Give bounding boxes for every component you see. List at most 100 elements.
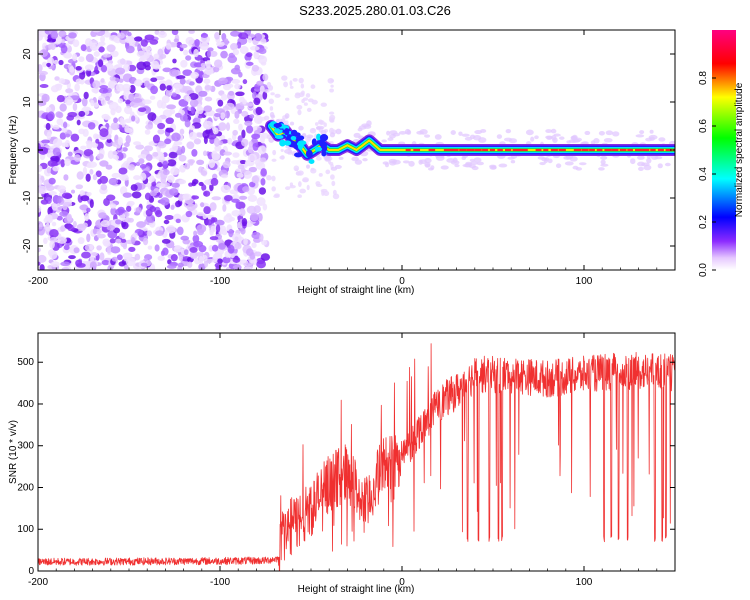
noise-blob [311, 99, 318, 105]
noise-blob [143, 80, 150, 88]
spectrogram-y-label: Frequency (Hz) [8, 116, 19, 185]
noise-blob [170, 204, 175, 210]
noise-blob [231, 198, 240, 203]
noise-blob [248, 181, 256, 188]
noise-blob [251, 64, 260, 72]
noise-blob [228, 228, 234, 238]
noise-blob [225, 122, 231, 132]
noise-blob [230, 67, 241, 75]
noise-blob [112, 150, 118, 155]
noise-blob [41, 93, 50, 103]
noise-blob [214, 145, 222, 152]
noise-blob [54, 76, 60, 81]
noise-blob [209, 202, 217, 212]
spectrogram-y-ticks: -20 -10 0 10 20 [22, 48, 675, 253]
noise-blob [165, 42, 172, 50]
noise-blob [165, 117, 174, 125]
noise-blob [115, 67, 126, 75]
noise-blob [67, 224, 75, 232]
ridge-onset-blob [311, 138, 317, 146]
noise-blob [251, 231, 262, 239]
noise-blob [214, 113, 221, 118]
noise-blob [238, 32, 249, 40]
noise-blob [41, 139, 50, 144]
noise-blob [241, 129, 246, 139]
noise-blob [174, 244, 182, 250]
noise-blob [198, 255, 204, 265]
noise-blob [144, 145, 154, 152]
noise-blob [302, 178, 309, 183]
spectrogram-y-tick-label: 0 [22, 147, 33, 153]
ridge-halo-blob [649, 129, 654, 134]
noise-blob [68, 32, 77, 39]
noise-blob [188, 92, 199, 100]
noise-blob [100, 78, 105, 83]
noise-blob [179, 164, 186, 173]
noise-blob [241, 218, 248, 227]
noise-blob [260, 178, 266, 186]
noise-blob [193, 230, 198, 236]
noise-blob [61, 192, 72, 199]
noise-blob [311, 128, 316, 132]
noise-blob [72, 102, 78, 111]
ridge-onset-blob [314, 146, 323, 152]
noise-blob [242, 79, 248, 85]
noise-blob [124, 118, 133, 124]
noise-blob [149, 190, 157, 197]
noise-blob [65, 133, 71, 138]
noise-blob [147, 112, 157, 121]
ridge-halo-blob [283, 149, 293, 154]
noise-blob [146, 230, 153, 237]
ridge-halo-blob [366, 120, 372, 127]
snr-x-tick-label: -100 [210, 577, 230, 588]
noise-blob [223, 38, 229, 46]
noise-blob [178, 98, 189, 107]
noise-blob [228, 90, 235, 96]
noise-blob [78, 128, 85, 135]
noise-blob [196, 212, 205, 217]
ridge-halo-blob [284, 113, 290, 119]
noise-blob [237, 164, 245, 170]
noise-blob [222, 256, 231, 264]
noise-blob [46, 131, 52, 140]
noise-blob [193, 240, 204, 248]
noise-blob [152, 151, 159, 157]
noise-blob [178, 193, 184, 202]
noise-blob [48, 191, 57, 196]
noise-blob [188, 159, 194, 166]
noise-blob [329, 111, 335, 115]
ridge-halo-blob [402, 160, 410, 164]
noise-blob [150, 85, 158, 95]
noise-blob [232, 264, 242, 270]
noise-blob [159, 156, 166, 161]
noise-blob [212, 66, 220, 73]
noise-blob [73, 154, 81, 162]
noise-blob [128, 93, 135, 101]
noise-blob [126, 205, 132, 212]
noise-blob [264, 89, 270, 93]
noise-blob [323, 122, 327, 128]
noise-blob [115, 219, 122, 225]
noise-blob [329, 127, 335, 134]
noise-blob [228, 216, 236, 222]
ridge-halo-blob [507, 156, 515, 160]
noise-blob [209, 236, 219, 241]
ridge-halo-blob [298, 125, 304, 131]
noise-blob [121, 221, 129, 230]
ridge-halo-blob [566, 140, 572, 144]
noise-blob [184, 163, 191, 170]
noise-blob [274, 193, 280, 197]
ridge-halo-blob [543, 158, 549, 164]
noise-blob [105, 96, 111, 101]
noise-blob [196, 132, 205, 138]
noise-blob [289, 85, 294, 89]
noise-blob [289, 80, 293, 87]
noise-blob [111, 172, 121, 178]
snr-y-tick-label: 500 [17, 357, 34, 368]
noise-blob [64, 158, 71, 167]
noise-blob [94, 65, 99, 75]
noise-blob [42, 61, 48, 68]
snr-x-tick-label: 100 [576, 577, 593, 588]
noise-blob [52, 124, 60, 130]
noise-blob [247, 36, 253, 44]
